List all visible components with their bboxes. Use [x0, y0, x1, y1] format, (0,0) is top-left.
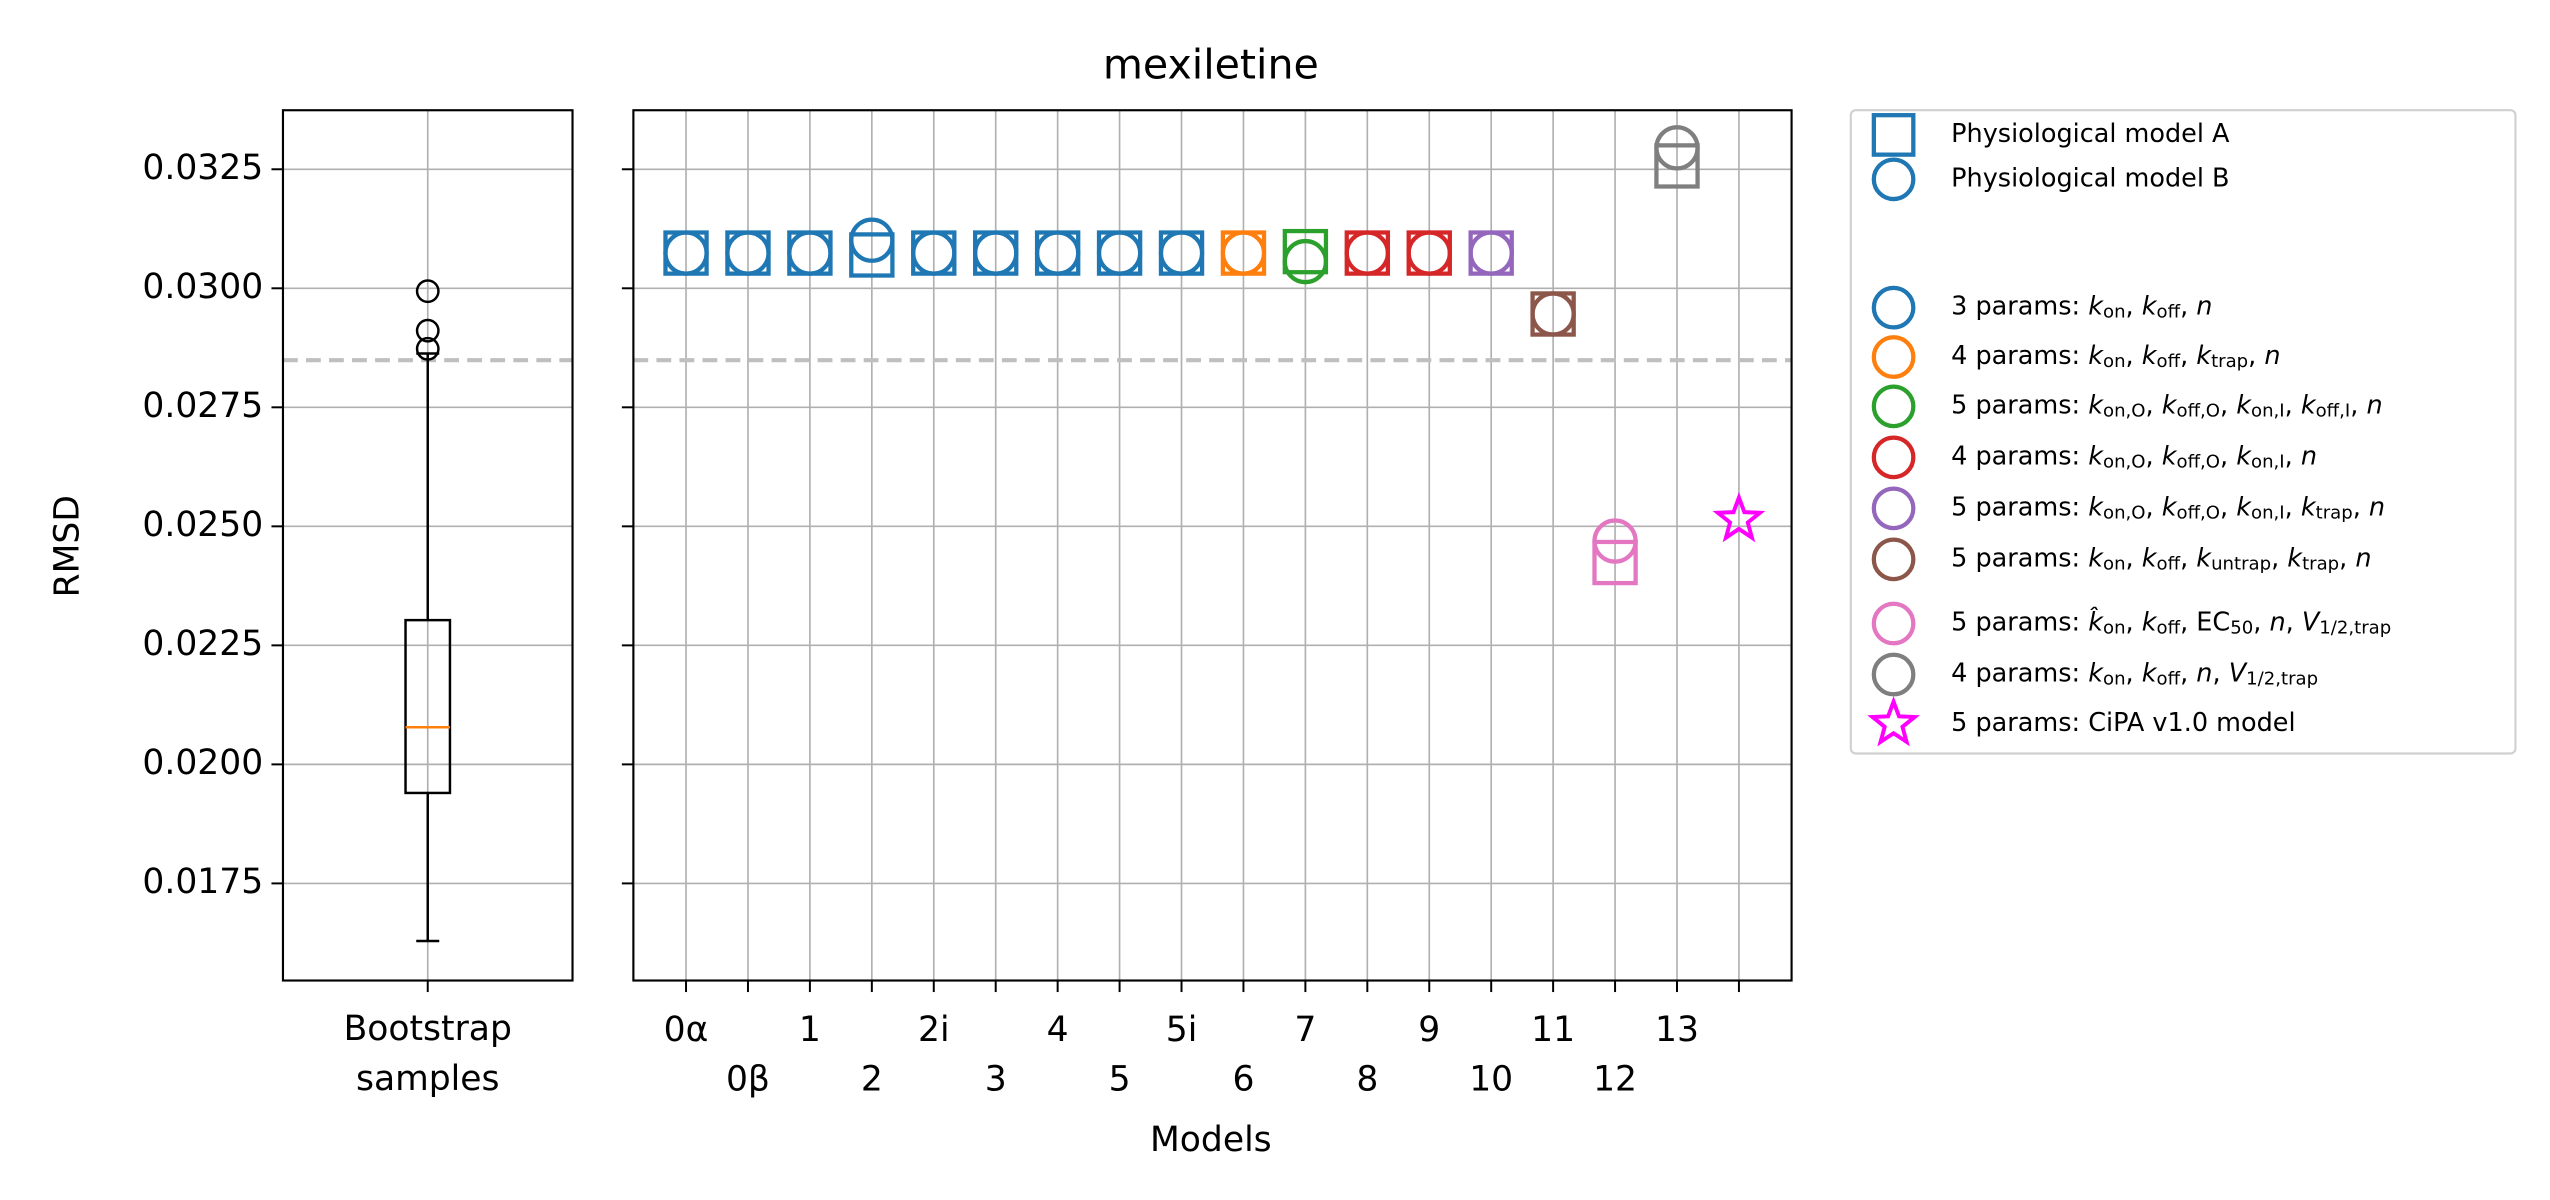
legend-marker: [1871, 285, 1916, 330]
x-tick-label: 6: [1232, 1059, 1254, 1099]
x-tick-label: 0β: [726, 1059, 770, 1099]
legend-label: 5 params: kon,O, koff,O, kon,I, koff,I, …: [1951, 390, 2382, 421]
x-tick-label: 2: [861, 1059, 883, 1099]
marker-circle: [1344, 230, 1391, 276]
marker-circle: [1282, 238, 1329, 285]
legend-label: 5 params: kon,O, koff,O, kon,I, ktrap, n: [1951, 492, 2385, 523]
marker-circle: [1096, 230, 1143, 276]
marker-circle: [849, 217, 895, 263]
legend-marker: [1871, 157, 1916, 202]
x-tick-label: 12: [1593, 1059, 1637, 1099]
x-tick-label: 8: [1356, 1059, 1378, 1099]
x-tick-label: 4: [1047, 1010, 1069, 1050]
chart-title: mexiletine: [1103, 40, 1319, 88]
legend-marker: [1871, 601, 1916, 646]
y-tick-label: 0.0200: [142, 743, 263, 783]
legend-marker: [1871, 113, 1916, 157]
marker-circle: [973, 230, 1019, 276]
y-tick-label: 0.0275: [142, 386, 263, 426]
legend-label: Physiological model A: [1951, 119, 2230, 149]
legend-label: Physiological model B: [1951, 163, 2229, 193]
y-tick-label: 0.0175: [142, 862, 263, 902]
x-tick-label: 1: [799, 1010, 821, 1050]
marker-square: [1282, 228, 1329, 275]
marker-square: [1654, 143, 1700, 189]
marker-square: [849, 232, 895, 278]
marker-circle: [1530, 291, 1576, 337]
legend-label: 5 params: kon, koff, kuntrap, ktrap, n: [1951, 543, 2371, 574]
marker-circle: [911, 230, 957, 276]
x-tick-label: Bootstrap samples: [344, 1008, 512, 1098]
legend-label: 5 params: k̂on, koff, EC50, n, V1/2,trap: [1951, 608, 2391, 639]
legend-label: 4 params: kon, koff, n, V1/2,trap: [1951, 659, 2318, 690]
x-tick-label: 13: [1655, 1010, 1699, 1050]
legend-marker: [1867, 695, 1920, 747]
outlier: [415, 336, 440, 361]
legend-label: 5 params: CiPA v1.0 model: [1951, 708, 2295, 738]
marker-star: [1712, 491, 1766, 543]
marker-circle: [1406, 230, 1452, 276]
marker-circle: [1220, 230, 1267, 276]
legend-label: 4 params: kon, koff, ktrap, n: [1951, 341, 2280, 372]
legend-marker: [1871, 537, 1916, 582]
y-tick-label: 0.0300: [142, 267, 263, 307]
marker-circle: [1654, 125, 1700, 171]
x-tick-label: 0α: [664, 1010, 709, 1050]
x-tick-label: 3: [985, 1059, 1007, 1099]
x-tick-label: 9: [1418, 1010, 1440, 1050]
y-axis-label: RMSD: [48, 495, 88, 597]
legend-marker: [1871, 486, 1916, 531]
legend-marker: [1871, 335, 1916, 379]
legend-marker: [1871, 652, 1916, 697]
y-tick-label: 0.0325: [142, 148, 263, 188]
legend-marker: [1871, 384, 1916, 429]
marker-circle: [1592, 518, 1638, 564]
marker-circle: [663, 230, 709, 276]
x-tick-label: 7: [1294, 1010, 1316, 1050]
x-tick-label: 11: [1531, 1010, 1575, 1050]
box: [404, 618, 452, 795]
legend-label: 3 params: kon, koff, n: [1951, 292, 2212, 323]
marker-circle: [1468, 230, 1514, 276]
x-tick-label: 2i: [918, 1010, 950, 1050]
marker-circle: [1034, 230, 1081, 276]
marker-square: [1592, 539, 1638, 586]
outlier: [415, 318, 440, 343]
x-tick-label: 10: [1469, 1059, 1513, 1099]
y-tick-label: 0.0225: [142, 624, 263, 664]
outlier: [415, 279, 440, 304]
axes-frame: [632, 109, 1793, 982]
y-tick-label: 0.0250: [142, 505, 263, 545]
x-tick-label: 5i: [1166, 1010, 1198, 1050]
marker-circle: [787, 230, 833, 276]
x-tick-label: 5: [1109, 1059, 1131, 1099]
x-axis-label: Models: [1150, 1120, 1272, 1160]
legend-frame: [1849, 109, 2517, 755]
legend-marker: [1871, 435, 1916, 480]
marker-circle: [1158, 230, 1205, 276]
legend-label: 4 params: kon,O, koff,O, kon,I, n: [1951, 441, 2317, 472]
marker-circle: [725, 230, 771, 276]
axes-frame: [281, 109, 574, 982]
